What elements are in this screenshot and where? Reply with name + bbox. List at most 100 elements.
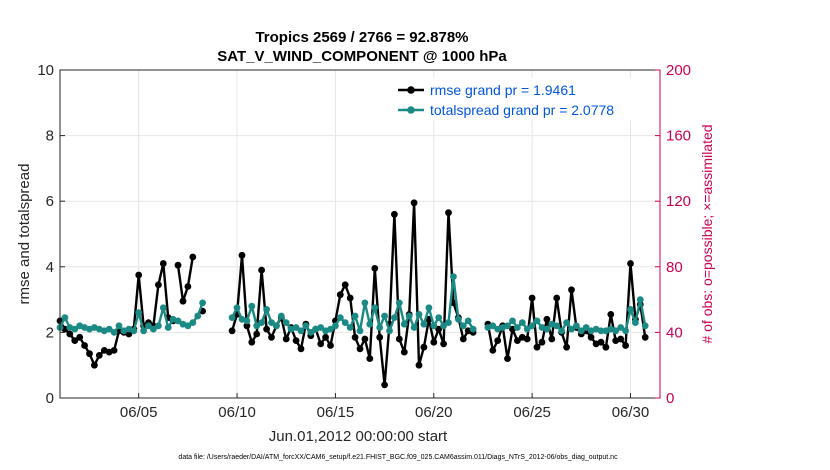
y-tick-label-right: 120 [666, 193, 691, 210]
rmse-point [410, 199, 418, 207]
y-tick-label-right: 80 [666, 259, 683, 276]
totalspread-point [612, 327, 620, 335]
totalspread-point [577, 327, 585, 335]
rmse-point [504, 355, 511, 362]
totalspread-point [435, 314, 443, 321]
rmse-point [317, 340, 325, 348]
totalspread-point [430, 322, 438, 330]
rmse-point [76, 333, 84, 341]
series-totalspread [56, 273, 649, 336]
totalspread-point [302, 322, 310, 330]
plot-area [60, 70, 660, 398]
totalspread-point [400, 320, 408, 328]
totalspread-point [489, 322, 497, 330]
rmse-point [263, 325, 270, 333]
x-axis: 06/05 06/10 06/15 06/20 06/25 06/30 [120, 393, 649, 421]
totalspread-point [597, 327, 605, 335]
totalspread-point [317, 324, 325, 331]
totalspread-point [263, 306, 270, 313]
rmse-point [366, 355, 374, 362]
totalspread-point [445, 319, 452, 326]
totalspread-point [351, 312, 359, 320]
rmse-point [587, 333, 595, 341]
totalspread-point [440, 322, 447, 330]
totalspread-point [327, 325, 334, 333]
rmse-point [66, 330, 74, 338]
x-tick-label: 06/20 [415, 404, 453, 421]
totalspread-point [395, 299, 403, 307]
rmse-point [371, 265, 379, 272]
rmse-point [494, 337, 502, 344]
totalspread-point [155, 322, 162, 330]
totalspread-point [233, 304, 241, 312]
rmse-point [607, 311, 615, 318]
totalspread-point [194, 312, 202, 320]
x-axis-label: Jun.01,2012 00:00:00 start [269, 428, 448, 445]
totalspread-point [533, 317, 541, 325]
rmse-point [514, 337, 521, 344]
chart-subtitle: SAT_V_WIND_COMPONENT @ 1000 hPa [217, 48, 507, 65]
totalspread-point [391, 314, 398, 321]
rmse-point [228, 327, 236, 335]
y-axis-left: 0 2 4 6 8 10 [37, 62, 65, 407]
totalspread-point [341, 319, 349, 326]
rmse-point [86, 350, 93, 358]
totalspread-point [504, 322, 511, 330]
x-tick-label: 06/15 [317, 404, 355, 421]
totalspread-point [523, 325, 531, 333]
totalspread-point [415, 311, 423, 318]
rmse-point [533, 343, 541, 351]
rmse-point [568, 286, 575, 294]
rmse-point [155, 281, 162, 289]
totalspread-point [563, 319, 570, 326]
totalspread-point [410, 324, 418, 331]
totalspread-point [514, 324, 521, 331]
totalspread-point [199, 299, 207, 307]
totalspread-point [332, 322, 339, 330]
legend-marker-totalspread [407, 106, 415, 114]
totalspread-point [469, 325, 477, 333]
rmse-point [174, 261, 182, 269]
totalspread-point [405, 312, 413, 320]
rmse-point [71, 337, 79, 344]
rmse-point [159, 260, 167, 267]
rmse-point [297, 345, 305, 353]
totalspread-point [371, 304, 379, 312]
rmse-point [110, 347, 118, 354]
rmse-point [445, 209, 452, 217]
rmse-point [622, 342, 629, 349]
totalspread-point [636, 296, 644, 303]
rmse-point [489, 347, 497, 354]
rmse-point [543, 315, 551, 323]
y-axis-right: 0 40 80 120 160 200 [655, 62, 691, 407]
totalspread-point [71, 325, 79, 333]
series-rmse [56, 199, 649, 389]
totalspread-point [282, 319, 290, 326]
rmse-point [400, 348, 408, 356]
rmse-point [641, 333, 649, 341]
legend-label-rmse: rmse grand pr = 1.9461 [430, 82, 576, 98]
totalspread-point [568, 325, 575, 333]
totalspread-point [115, 322, 123, 330]
totalspread-point [140, 327, 148, 335]
rmse-point [243, 322, 251, 330]
rmse-point [356, 345, 364, 353]
rmse-point [351, 333, 359, 341]
rmse-point [95, 352, 103, 359]
y-tick-label-right: 160 [666, 128, 691, 145]
rmse-point [135, 271, 143, 279]
rmse-point [91, 361, 98, 369]
totalspread-point [307, 329, 315, 336]
rmse-point [459, 335, 467, 343]
rmse-point [528, 294, 536, 302]
rmse-line [176, 256, 194, 303]
rmse-point [376, 333, 384, 341]
totalspread-point [184, 322, 192, 330]
rmse-point [381, 381, 388, 389]
rmse-point [322, 333, 329, 341]
y-tick-label-right: 200 [666, 62, 691, 79]
rmse-point [430, 338, 438, 346]
totalspread-point [268, 319, 275, 326]
totalspread-point [641, 322, 649, 330]
